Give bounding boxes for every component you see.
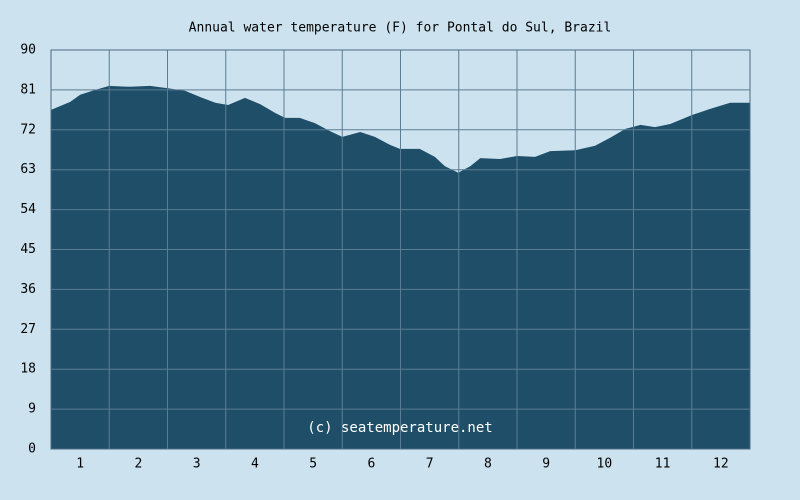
x-tick-label: 4 (251, 457, 259, 472)
x-tick-label: 1 (76, 457, 84, 472)
y-tick-label: 36 (20, 282, 36, 297)
y-tick-label: 9 (28, 402, 36, 417)
chart-title: Annual water temperature (F) for Pontal … (189, 21, 612, 36)
y-tick-label: 72 (20, 122, 36, 137)
y-tick-label: 90 (20, 43, 36, 58)
x-tick-label: 8 (484, 457, 492, 472)
x-tick-label: 5 (309, 457, 317, 472)
y-tick-label: 18 (20, 362, 36, 377)
x-tick-label: 3 (193, 457, 201, 472)
y-tick-label: 45 (20, 242, 36, 257)
x-tick-label: 11 (655, 457, 671, 472)
x-tick-label: 2 (134, 457, 142, 472)
x-tick-label: 6 (367, 457, 375, 472)
x-tick-label: 9 (542, 457, 550, 472)
y-tick-label: 81 (20, 82, 36, 97)
plot-border (50, 49, 751, 450)
y-tick-label: 54 (20, 202, 36, 217)
x-tick-label: 7 (426, 457, 434, 472)
y-tick-label: 27 (20, 322, 36, 337)
x-tick-label: 10 (597, 457, 613, 472)
watermark: (c) seatemperature.net (307, 420, 492, 436)
x-tick-label: 12 (713, 457, 729, 472)
y-tick-label: 0 (28, 442, 36, 457)
y-tick-label: 63 (20, 162, 36, 177)
